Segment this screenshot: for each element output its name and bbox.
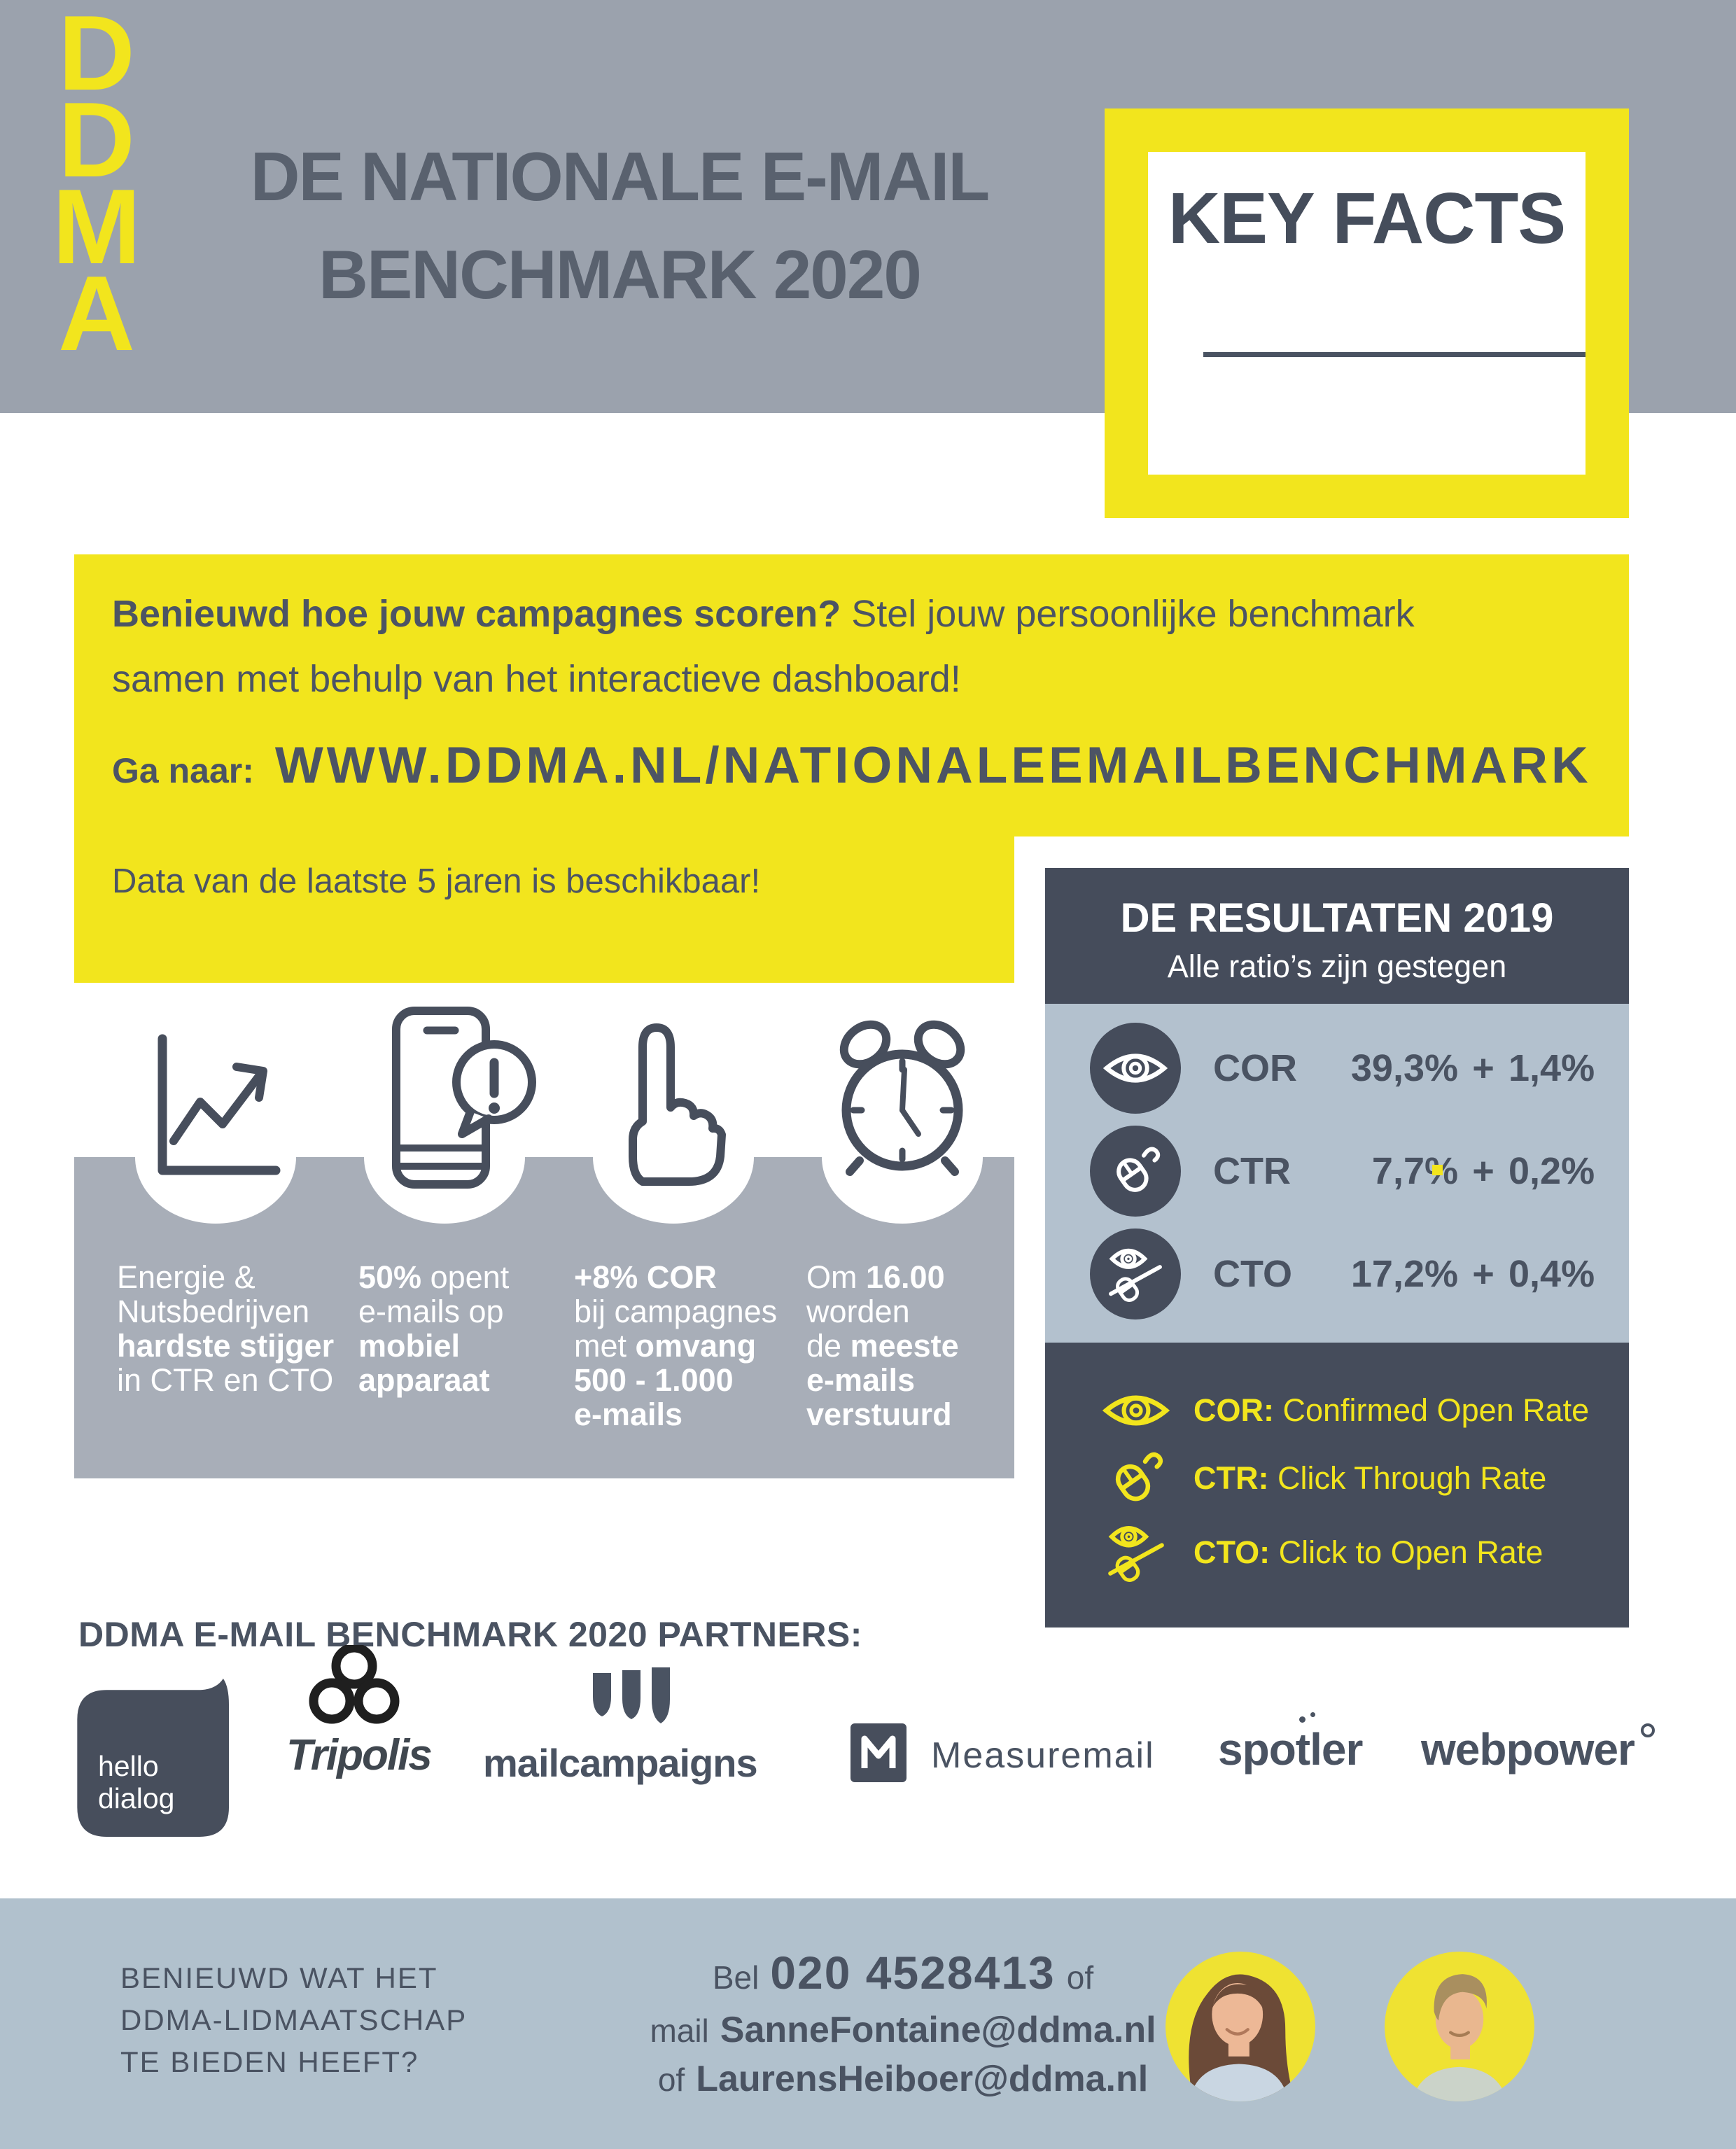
- avatar-laurens: [1385, 1952, 1534, 2101]
- partners-heading: DDMA E-MAIL BENCHMARK 2020 PARTNERS:: [78, 1615, 862, 1654]
- legend-text: COR: Confirmed Open Rate: [1194, 1392, 1590, 1428]
- mailcampaigns-wordmark: mailcampaigns: [483, 1741, 758, 1785]
- result-row-ctr: CTR 7,7% + 0,2%: [1090, 1126, 1595, 1217]
- result-label: COR: [1213, 1047, 1297, 1089]
- mailcampaigns-logo: [593, 1667, 670, 1723]
- tripolis-logo: [309, 1645, 400, 1724]
- data-availability-note: Data van de laatste 5 jaren is beschikba…: [112, 862, 761, 900]
- page-title-line1: DE NATIONALE E-MAIL: [250, 138, 990, 215]
- eye-icon: [1097, 1390, 1175, 1431]
- legend-row-cor: COR: Confirmed Open Rate: [1097, 1381, 1589, 1440]
- ddma-logo-letter: A: [58, 254, 135, 373]
- bel-label: Bel: [712, 1959, 760, 1996]
- alarm-clock-icon: [839, 1020, 965, 1176]
- results-header: DE RESULTATEN 2019 Alle ratio’s zijn ges…: [1045, 868, 1629, 1004]
- webpower-ring-icon: [1641, 1723, 1655, 1737]
- ddma-logo-letter: D: [58, 0, 135, 113]
- result-label: CTO: [1213, 1253, 1293, 1295]
- cta-banner: [74, 554, 1629, 836]
- key-facts-box: KEY FACTS: [1105, 108, 1629, 518]
- results-subtitle: Alle ratio’s zijn gestegen: [1167, 948, 1507, 984]
- cta-link-row: Ga naar: WWW.DDMA.NL/NATIONALEEMAILBENCH…: [112, 736, 1592, 794]
- result-plus: +: [1472, 1150, 1494, 1192]
- hello-dialog-wordmark: hello dialog: [98, 1750, 175, 1814]
- fact-energie: Energie & Nutsbedrijven hardste stijger …: [117, 1259, 335, 1398]
- tripolis-wordmark: Tripolis: [286, 1731, 433, 1779]
- key-facts-title: KEY FACTS: [1168, 178, 1566, 258]
- cta-banner-extension: [74, 836, 1014, 983]
- result-delta: 0,4%: [1508, 1253, 1595, 1295]
- contact-phone-line: Bel 020 4528413 of: [616, 1946, 1190, 1999]
- line-chart-icon: [158, 1034, 281, 1175]
- result-delta: 1,4%: [1508, 1047, 1595, 1089]
- cta-intro-line2: samen met behulp van het interactieve da…: [112, 658, 961, 700]
- spotler-dots-icon: [1299, 1716, 1306, 1723]
- fact-mobiel: 50% opent e-mails op mobiel apparaat: [358, 1259, 510, 1398]
- eye-mouse-icon: [1097, 1520, 1175, 1585]
- avatar-sanne: [1166, 1952, 1315, 2101]
- measuremail-logo: [850, 1723, 906, 1782]
- pointing-hand-icon: [629, 1023, 726, 1186]
- results-legend: COR: Confirmed Open Rate CTR: Click Thro…: [1045, 1343, 1629, 1628]
- facts-band: [74, 1157, 1014, 1478]
- result-row-cto: CTO 17,2% + 0,4%: [1090, 1228, 1595, 1320]
- ddma-logo: D D M A: [43, 0, 148, 373]
- email-sanne[interactable]: SanneFontaine@ddma.nl: [720, 2010, 1156, 2050]
- phone-number[interactable]: 020 4528413: [770, 1947, 1056, 1998]
- result-delta: 0,2%: [1508, 1150, 1595, 1192]
- cta-intro-rest: Stel jouw persoonlijke benchmark: [841, 593, 1415, 635]
- ddma-logo-letter: M: [52, 167, 141, 286]
- email-laurens[interactable]: LaurensHeiboer@ddma.nl: [696, 2059, 1149, 2099]
- ddma-logo-letter: D: [58, 80, 135, 200]
- contact-email-line1: mail SanneFontaine@ddma.nl: [616, 2009, 1190, 2051]
- fact-verzendtijd: Om 16.00 worden de meeste e-mails verstu…: [806, 1259, 959, 1432]
- contact-block: Bel 020 4528413 of mail SanneFontaine@dd…: [616, 1946, 1190, 2100]
- of-label: of: [1066, 1959, 1094, 1996]
- eye-icon: [1090, 1023, 1181, 1114]
- cta-intro-line1: Benieuwd hoe jouw campagnes scoren? Stel…: [112, 592, 1596, 636]
- spotler-wordmark: spotler: [1218, 1724, 1363, 1774]
- eye-mouse-icon: [1090, 1228, 1181, 1320]
- legend-text: CTR: Click Through Rate: [1194, 1460, 1547, 1496]
- yellow-accent-square: [1432, 1165, 1443, 1175]
- smartphone-alert-icon: [392, 1007, 536, 1189]
- legend-row-ctr: CTR: Click Through Rate: [1097, 1449, 1546, 1508]
- page-title-line2: BENCHMARK 2020: [318, 236, 922, 313]
- key-facts-underline: [1203, 352, 1586, 357]
- mouse-icon: [1097, 1451, 1175, 1506]
- results-panel: DE RESULTATEN 2019 Alle ratio’s zijn ges…: [1045, 868, 1629, 1628]
- measuremail-wordmark: Measuremail: [931, 1735, 1155, 1776]
- result-row-cor: COR 39,3% + 1,4%: [1090, 1023, 1595, 1114]
- mouse-icon: [1090, 1126, 1181, 1217]
- membership-question: BENIEUWD WAT HET DDMA-LIDMAATSCHAP TE BI…: [120, 1961, 468, 2078]
- results-body: COR 39,3% + 1,4% CTR 7: [1045, 1004, 1629, 1343]
- results-title: DE RESULTATEN 2019: [1120, 895, 1554, 941]
- result-plus: +: [1472, 1047, 1494, 1089]
- ga-naar-label: Ga naar:: [112, 751, 254, 790]
- benchmark-url-link[interactable]: WWW.DDMA.NL/NATIONALEEMAILBENCHMARK: [274, 737, 1592, 794]
- result-value: 17,2%: [1350, 1253, 1458, 1295]
- fact-cor-omvang: +8% COR bij campagnes met omvang 500 - 1…: [574, 1259, 778, 1432]
- key-facts-inner: [1148, 152, 1586, 475]
- legend-text: CTO: Click to Open Rate: [1194, 1534, 1544, 1570]
- webpower-wordmark: webpower: [1421, 1724, 1635, 1774]
- spotler-dots-icon: [1310, 1712, 1315, 1717]
- page-title: DE NATIONALE E-MAIL BENCHMARK 2020: [175, 127, 1064, 323]
- result-value: 39,3%: [1350, 1047, 1458, 1089]
- result-label: CTR: [1213, 1150, 1291, 1192]
- hello-dialog-logo: [77, 1679, 230, 1837]
- contact-email-line2: of LaurensHeiboer@ddma.nl: [616, 2058, 1190, 2100]
- result-plus: +: [1472, 1253, 1494, 1295]
- result-value: 7,7%: [1371, 1150, 1458, 1192]
- of-label: of: [657, 2062, 685, 2098]
- mail-label: mail: [650, 2012, 709, 2049]
- legend-row-cto: CTO: Click to Open Rate: [1097, 1523, 1543, 1582]
- cta-intro-bold: Benieuwd hoe jouw campagnes scoren?: [112, 593, 841, 635]
